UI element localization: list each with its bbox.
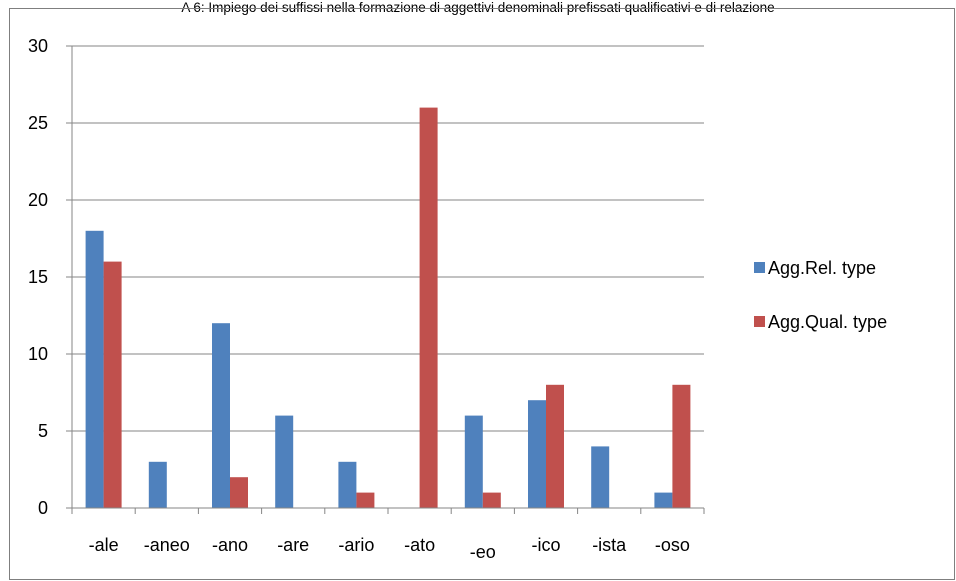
bar [591, 446, 610, 508]
x-tick-label: -are [277, 535, 309, 555]
x-tick-label: -oso [655, 535, 690, 555]
bar [275, 415, 294, 508]
bar [654, 492, 673, 508]
bar [419, 107, 438, 508]
x-tick-label: -ano [212, 535, 248, 555]
legend: Agg.Rel. type Agg.Qual. type [754, 258, 887, 332]
bar [103, 261, 122, 508]
y-tick-label: 25 [28, 113, 48, 133]
bar [356, 492, 375, 508]
x-tick-label: -ista [592, 535, 627, 555]
bars [85, 107, 691, 509]
bar [672, 384, 691, 508]
legend-swatch [754, 316, 765, 327]
bar [464, 415, 483, 508]
chart-title: A 6: Impiego dei suffissi nella formazio… [181, 0, 775, 15]
bar [212, 323, 230, 508]
x-tick-labels: -ale -aneo -ano -are -ario -ato -eo -ico -ista -o… [89, 535, 690, 562]
legend-swatch [754, 262, 765, 273]
y-tick-label: 10 [28, 344, 48, 364]
x-tick-label: -ale [89, 535, 119, 555]
y-tick-label: 30 [28, 36, 48, 56]
y-tick-label: 20 [28, 190, 48, 210]
legend-label: Agg.Rel. type [768, 258, 876, 278]
y-tick-label: 5 [38, 421, 48, 441]
x-tick-label: -aneo [144, 535, 190, 555]
y-tick-label: 15 [28, 267, 48, 287]
chart-frame [9, 8, 955, 580]
x-tick-label: -ato [404, 535, 435, 555]
x-tick-label: -ico [531, 535, 560, 555]
bar [528, 400, 546, 508]
bar [482, 492, 501, 508]
legend-label: Agg.Qual. type [768, 312, 887, 332]
gridlines [72, 45, 704, 432]
y-tick-label: 0 [38, 498, 48, 518]
y-tick-labels: 0 5 10 15 20 25 30 [28, 36, 48, 518]
x-tick-label: -eo [470, 542, 496, 562]
bar [338, 461, 357, 508]
bar [546, 384, 564, 508]
x-tick-label: -ario [338, 535, 374, 555]
axes [66, 45, 705, 514]
bar [85, 230, 104, 509]
bar [230, 477, 248, 508]
bar [148, 461, 167, 508]
